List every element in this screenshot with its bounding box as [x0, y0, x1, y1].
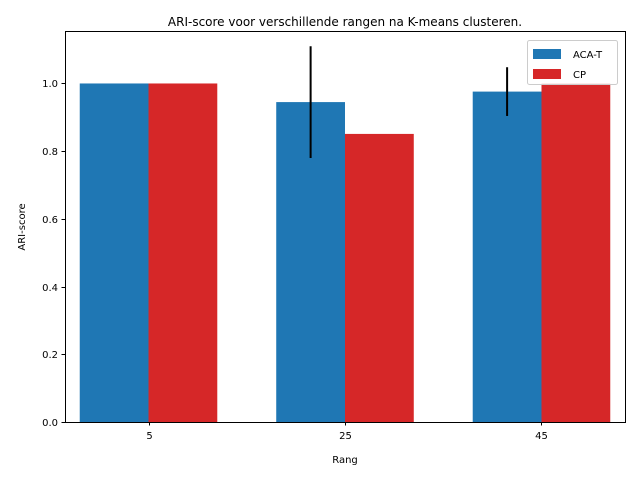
- error-bars-group: [309, 46, 509, 158]
- legend-swatch-aca-t: [533, 49, 561, 59]
- legend-swatch-cp: [533, 69, 561, 79]
- y-tick-label: 0.8: [42, 147, 58, 158]
- bar-aca-t-45: [472, 91, 542, 423]
- x-axis: 5 25 45: [146, 422, 548, 442]
- legend: ACA-T CP: [527, 40, 618, 85]
- y-tick-label: 0.6: [42, 215, 58, 226]
- bar-cp-25: [345, 133, 414, 423]
- bar-cp-5: [148, 83, 218, 422]
- y-axis-label: ARI-score: [17, 203, 28, 250]
- bars-group: [79, 83, 611, 423]
- y-tick-label: 1.0: [42, 79, 58, 90]
- legend-label-cp: CP: [573, 70, 586, 81]
- x-tick-label: 45: [535, 431, 548, 442]
- y-tick-label: 0.4: [42, 283, 58, 294]
- x-axis-label: Rang: [332, 455, 358, 466]
- legend-label-aca-t: ACA-T: [573, 50, 603, 61]
- x-tick-label: 25: [339, 431, 352, 442]
- chart-title: ARI-score voor verschillende rangen na K…: [168, 15, 522, 29]
- y-axis: 0.0 0.2 0.4 0.6 0.8 1.0: [42, 79, 65, 429]
- x-tick-label: 5: [146, 431, 152, 442]
- y-tick-label: 0.0: [42, 418, 58, 429]
- y-tick-label: 0.2: [42, 350, 58, 361]
- bar-cp-45: [541, 83, 611, 422]
- bar-aca-t-5: [79, 83, 149, 422]
